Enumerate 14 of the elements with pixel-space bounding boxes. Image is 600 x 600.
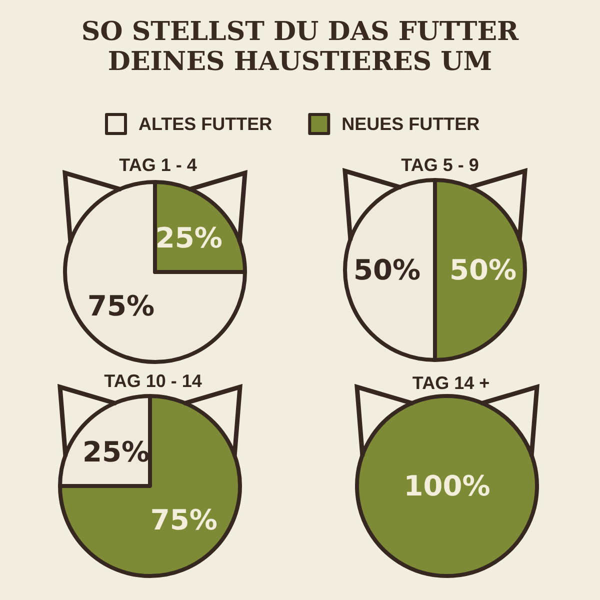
chart-title: TAG 5 - 9 [401, 155, 479, 175]
data-label: 75% [88, 289, 155, 322]
data-label: 100% [404, 470, 490, 502]
text: TAG 1 - 4 [119, 155, 197, 175]
data-label: 25% [155, 222, 222, 255]
chart-title: TAG 14 + [412, 373, 490, 393]
data-label: 50% [353, 254, 421, 286]
legend-label: NEUES FUTTER [342, 114, 480, 134]
legend-label: ALTES FUTTER [138, 114, 272, 134]
chart-title: TAG 10 - 14 [104, 371, 202, 391]
data-label: 75% [150, 503, 218, 536]
text: SO STELLST DU DAS FUTTER DEINES HAUSTIERES UM [80, 17, 520, 77]
data-label: 50% [449, 254, 517, 286]
data-label: 25% [82, 436, 150, 469]
